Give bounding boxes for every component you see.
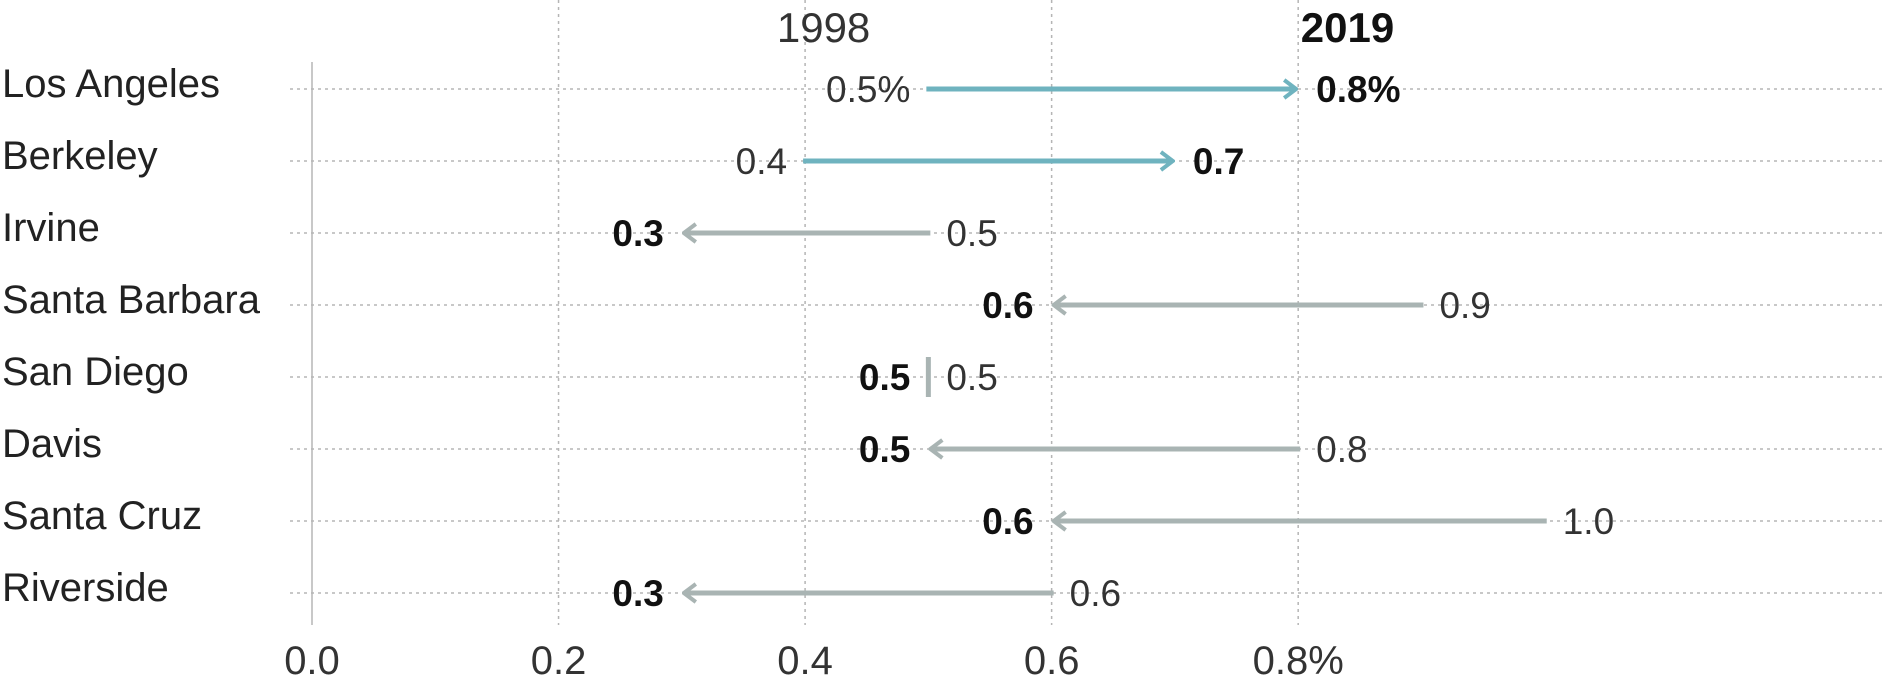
value-label-1998: 0.5 [946,213,997,254]
value-label-2019: 0.7 [1193,141,1244,182]
chart-row: Los Angeles 0.5% 0.8% [2,62,1401,110]
header-2019: 2019 [1301,4,1394,51]
value-label-1998: 0.9 [1439,285,1490,326]
x-tick-label: 0.2 [531,639,587,683]
chart-row: Davis 0.8 0.5 [2,422,1368,470]
value-label-2019: 0.6 [982,501,1033,542]
gridlines [290,0,1885,625]
x-tick-label: 0.4 [777,639,833,683]
value-label-1998: 0.8 [1316,429,1367,470]
column-headers: 1998 2019 [777,4,1394,51]
value-label-2019: 0.5 [859,429,910,470]
x-tick-label: 0.0 [284,639,340,683]
chart-row: Santa Cruz 1.0 0.6 [2,494,1614,542]
value-label-1998: 0.5% [826,69,910,110]
header-1998: 1998 [777,4,870,51]
x-tick-label: 0.6 [1024,639,1080,683]
category-label: Los Angeles [2,62,220,106]
value-label-2019: 0.3 [612,213,663,254]
category-label: San Diego [2,350,189,394]
category-label: Santa Barbara [2,278,261,322]
value-label-2019: 0.5 [859,357,910,398]
value-label-1998: 0.5 [946,357,997,398]
value-label-1998: 1.0 [1563,501,1614,542]
chart-rows: Los Angeles 0.5% 0.8% Berkeley 0.4 0.7 Irvine 0… [2,62,1614,614]
value-label-1998: 0.6 [1070,573,1121,614]
x-tick-label: 0.8% [1253,639,1344,683]
category-label: Davis [2,422,102,466]
value-label-2019: 0.8% [1316,69,1400,110]
chart-row: Irvine 0.5 0.3 [2,206,998,254]
chart-row: Santa Barbara 0.9 0.6 [2,278,1491,326]
value-label-2019: 0.6 [982,285,1033,326]
chart-row: San Diego 0.5 0.5 [2,350,998,398]
category-label: Santa Cruz [2,494,202,538]
chart-row: Riverside 0.6 0.3 [2,566,1121,614]
value-label-1998: 0.4 [736,141,787,182]
x-axis: 0.0 0.2 0.4 0.6 0.8% [284,639,1344,683]
value-label-2019: 0.3 [612,573,663,614]
category-label: Berkeley [2,134,158,178]
category-label: Riverside [2,566,169,610]
category-label: Irvine [2,206,100,250]
chart-row: Berkeley 0.4 0.7 [2,134,1244,182]
